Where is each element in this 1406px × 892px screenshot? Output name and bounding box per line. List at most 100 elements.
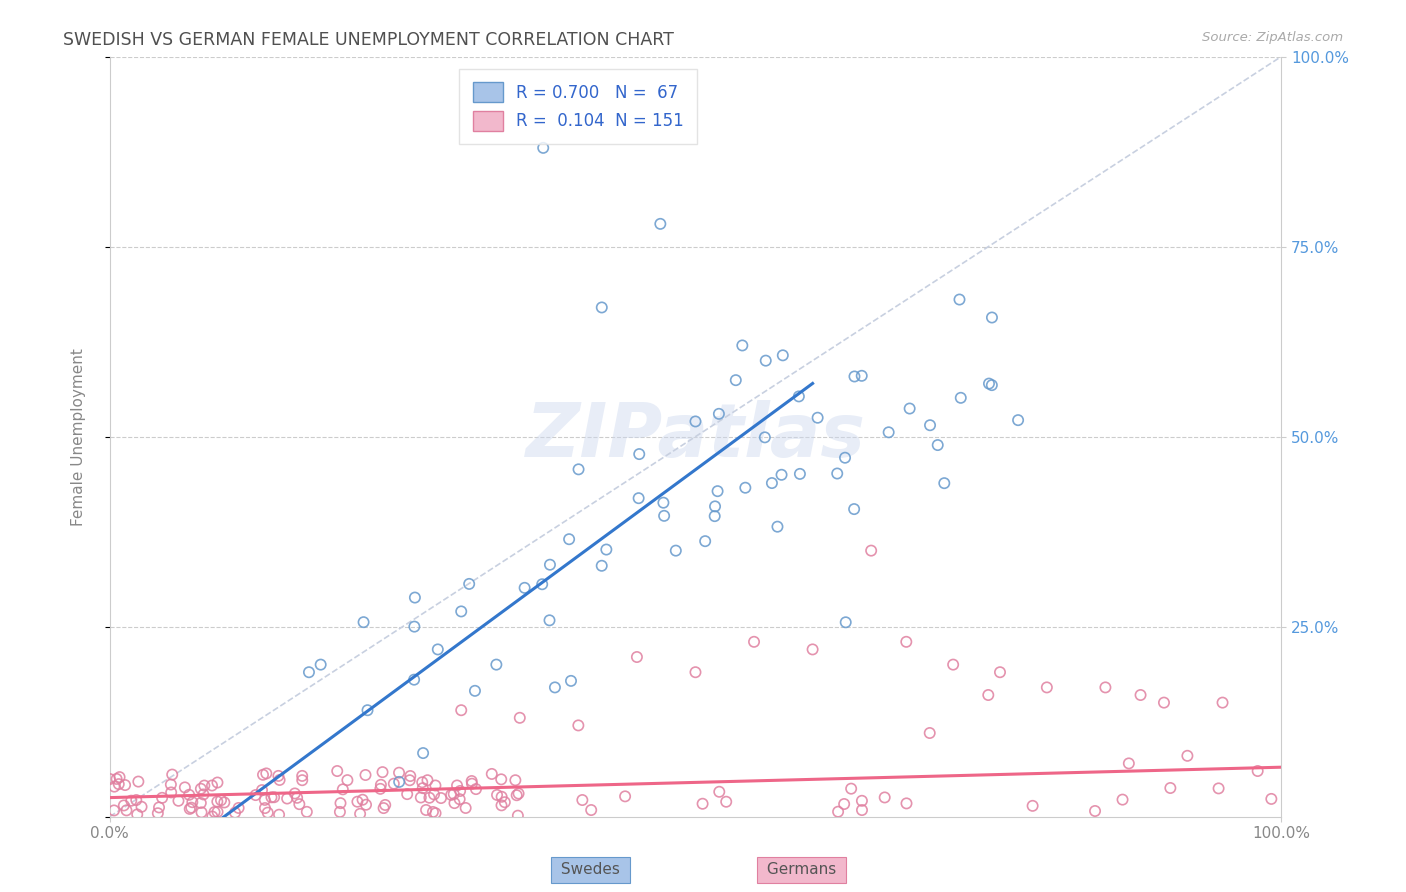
Point [898,401,921,416]
Point [1094,681,1116,695]
Point [450,604,472,618]
Point [531,141,554,155]
Point [1021,798,1043,813]
Text: Germans: Germans [762,863,841,877]
Point [267,769,290,783]
Point [1177,748,1199,763]
Point [1208,781,1230,796]
Point [214,796,236,810]
Point [531,577,554,591]
Point [114,778,136,792]
Point [1111,792,1133,806]
Point [404,591,426,605]
Point [269,772,291,787]
Point [260,790,283,805]
Point [416,773,439,788]
Point [835,615,858,630]
Point [388,775,411,789]
Point [825,467,848,481]
Point [298,665,321,680]
Point [465,782,488,797]
Point [626,650,648,665]
Point [949,391,972,405]
Point [567,718,589,732]
Point [127,807,149,822]
Point [761,476,783,491]
Point [558,532,581,546]
Point [201,809,224,823]
Point [291,769,314,783]
Point [731,338,754,352]
Point [709,785,731,799]
Point [734,481,756,495]
Point [371,765,394,780]
Point [685,414,707,428]
Point [107,777,129,791]
Point [193,788,215,802]
Point [127,774,149,789]
Point [105,772,128,786]
Point [430,791,453,805]
Point [224,805,246,820]
Point [329,805,352,819]
Point [415,803,437,817]
Point [450,703,472,717]
Point [571,793,593,807]
Point [245,788,267,802]
Point [336,773,359,788]
Point [382,777,405,791]
Point [398,773,420,788]
Point [927,438,949,452]
Point [449,784,471,798]
Point [190,805,212,820]
Point [103,780,125,794]
Point [742,635,765,649]
Point [354,768,377,782]
Point [253,793,276,807]
Point [179,788,201,802]
Y-axis label: Female Unemployment: Female Unemployment [72,348,86,525]
Point [263,790,285,805]
Text: Source: ZipAtlas.com: Source: ZipAtlas.com [1202,31,1343,45]
Point [877,425,900,440]
Point [411,775,433,789]
Point [505,773,527,788]
Point [125,793,148,807]
Point [460,774,482,789]
Point [1036,681,1059,695]
Point [1247,764,1270,778]
Point [146,806,169,821]
Text: Swedes: Swedes [557,863,624,877]
Point [426,642,449,657]
Point [832,797,855,811]
Point [509,711,531,725]
Point [370,778,392,792]
Point [754,430,776,444]
Point [942,657,965,672]
Point [412,746,434,760]
Point [103,804,125,818]
Point [180,800,202,814]
Point [1159,780,1181,795]
Point [842,502,865,516]
Point [513,581,536,595]
Point [256,805,278,820]
Point [284,787,307,801]
Point [423,788,446,802]
Point [374,797,396,812]
Point [692,797,714,811]
Point [851,794,873,808]
Point [449,792,471,806]
Point [425,806,447,821]
Point [150,790,173,805]
Point [207,805,229,819]
Point [207,795,229,809]
Point [285,790,308,805]
Point [981,310,1004,325]
Point [481,767,503,781]
Point [295,805,318,819]
Point [267,807,290,822]
Point [844,369,866,384]
Point [396,787,419,801]
Point [461,777,484,791]
